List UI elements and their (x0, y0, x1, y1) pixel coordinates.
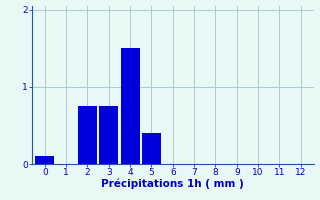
Bar (99, 106, 118, 164)
Bar (35, 156, 54, 164)
Bar (142, 133, 161, 164)
Bar (121, 48, 140, 164)
Bar (78, 106, 97, 164)
X-axis label: Précipitations 1h ( mm ): Précipitations 1h ( mm ) (101, 179, 244, 189)
